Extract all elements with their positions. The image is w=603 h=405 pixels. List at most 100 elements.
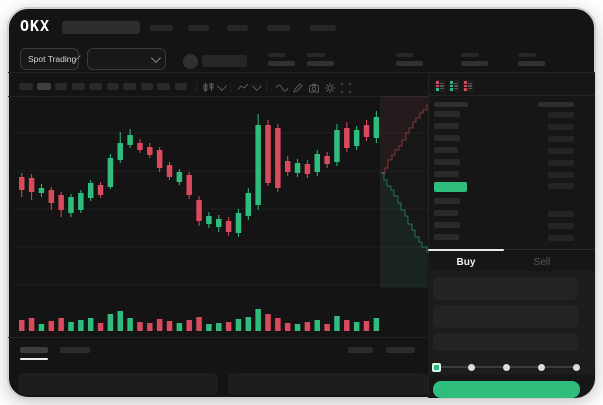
bid-row-price[interactable] (434, 222, 460, 228)
bottom-panel (18, 373, 218, 395)
timeframe-button[interactable] (89, 83, 102, 90)
bottom-tab[interactable] (20, 347, 48, 353)
volume-bar (363, 321, 370, 331)
snapshot-button[interactable] (309, 83, 319, 93)
nav-item-placeholder[interactable] (310, 25, 336, 31)
slider-step-dot[interactable] (502, 363, 510, 371)
draw-button[interactable] (293, 83, 303, 93)
tab-sell[interactable]: Sell (533, 257, 551, 268)
nav-item-placeholder[interactable] (150, 25, 173, 31)
volume-bar (196, 317, 202, 331)
buy-submit-button[interactable] (433, 381, 580, 398)
timeframe-button[interactable] (72, 83, 85, 90)
volume-bar (304, 322, 311, 331)
bid-row-amount (548, 211, 574, 217)
order-input-1[interactable] (433, 277, 578, 300)
timeframe-button[interactable] (19, 83, 33, 90)
candle-body (87, 183, 94, 198)
slider-step-dot[interactable] (572, 363, 580, 371)
timeframe-button[interactable] (123, 83, 136, 90)
candle-body (363, 125, 370, 137)
slider-step-dot[interactable] (537, 363, 545, 371)
volume-bar (147, 323, 153, 331)
toolbar-divider (266, 82, 267, 92)
header-divider (8, 72, 595, 73)
bottom-tab[interactable] (60, 347, 90, 353)
candle-body (38, 188, 45, 193)
overlay-wave-button[interactable] (276, 84, 288, 92)
timeframe-button[interactable] (37, 83, 51, 90)
volume-bar (265, 314, 271, 331)
candle-body (68, 197, 74, 213)
candle-body (186, 175, 192, 195)
bid-row-price[interactable] (434, 234, 459, 240)
timeframe-button[interactable] (157, 83, 170, 90)
candle-body (255, 125, 261, 205)
orderbook-view-icon-book-bids[interactable] (448, 80, 460, 92)
volume-bar (324, 324, 330, 331)
indicators-button[interactable] (238, 81, 262, 92)
candle-body (353, 130, 360, 146)
stat-label-placeholder (268, 53, 286, 57)
bottom-action-placeholder[interactable] (348, 347, 373, 353)
bid-row-amount (548, 235, 574, 241)
ask-row-price[interactable] (434, 159, 460, 165)
bid-row-price[interactable] (434, 210, 458, 216)
ask-row-price[interactable] (434, 147, 458, 153)
okx-logo[interactable]: OKX (20, 17, 51, 35)
ask-row-price[interactable] (434, 123, 459, 129)
stat-value-placeholder (307, 61, 334, 66)
volume-bar (334, 316, 340, 331)
market-type-dropdown[interactable]: Spot Trading (20, 48, 81, 70)
stat-value-placeholder (461, 61, 488, 66)
candle-body (373, 117, 380, 138)
candle-type-icon (203, 83, 214, 92)
timeframe-button[interactable] (107, 83, 119, 90)
orderbook-view-icon-book-asks[interactable] (462, 80, 474, 92)
ask-row-price[interactable] (434, 111, 460, 117)
market-type-label: Spot Trading (28, 54, 77, 64)
volume-bar (97, 323, 104, 331)
stat-label-placeholder (307, 53, 325, 57)
volume-bar (235, 319, 242, 331)
nav-item-placeholder[interactable] (227, 25, 248, 31)
slider-step-dot[interactable] (467, 363, 475, 371)
pair-selector-dropdown[interactable] (87, 48, 166, 70)
ask-row-price[interactable] (434, 135, 460, 141)
volume-bar (78, 320, 84, 331)
nav-item-placeholder[interactable] (188, 25, 209, 31)
chart-type-button[interactable] (203, 81, 227, 92)
ask-row-amount (548, 124, 574, 130)
volume-bar (137, 322, 143, 331)
timeframe-button[interactable] (141, 83, 153, 90)
slider-handle[interactable] (432, 362, 441, 372)
timeframe-button[interactable] (175, 83, 187, 90)
order-input-2[interactable] (433, 305, 578, 328)
price-chart[interactable] (8, 8, 595, 398)
bottom-tab-indicator (20, 358, 48, 360)
timeframe-button[interactable] (55, 83, 67, 90)
last-price-badge[interactable] (434, 182, 467, 192)
candle-body (156, 150, 163, 168)
candle-body (19, 177, 25, 190)
search-input[interactable] (62, 21, 140, 34)
ask-row-amount (548, 160, 574, 166)
bottom-action-placeholder[interactable] (386, 347, 415, 353)
tabbar-divider (428, 249, 595, 250)
toolbar-divider (196, 82, 197, 92)
tab-buy[interactable]: Buy (456, 257, 476, 268)
nav-item-placeholder[interactable] (267, 25, 290, 31)
toolbar-bottom-divider (8, 96, 428, 97)
orderbook-header-amount (538, 102, 574, 107)
ask-row-amount (548, 136, 574, 142)
bid-row-price[interactable] (434, 198, 460, 204)
chart-settings-button[interactable] (325, 83, 335, 93)
bottom-panel (228, 373, 428, 395)
ask-row-amount (548, 148, 574, 154)
order-input-3[interactable] (433, 333, 578, 351)
orderbook-view-icon-book-combined[interactable] (434, 80, 446, 92)
volume-bar (87, 318, 94, 331)
ask-row-price[interactable] (434, 171, 459, 177)
volume-bar (344, 320, 350, 331)
okx-app-window: OKX Spot Trading (7, 7, 596, 399)
